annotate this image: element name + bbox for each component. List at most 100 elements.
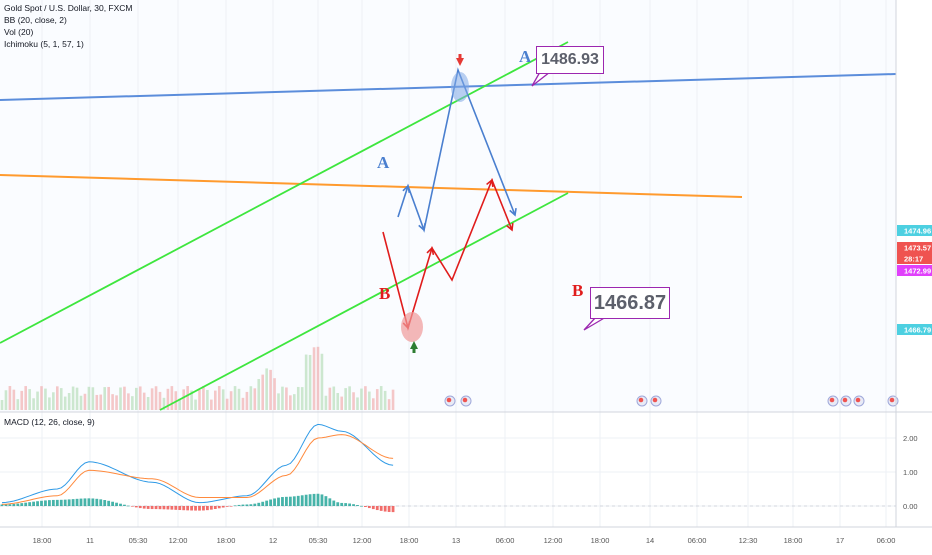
macd-histogram-bar: [379, 506, 383, 511]
volume-bar: [87, 386, 91, 410]
volume-bar: [48, 397, 51, 410]
arrowhead-a: [509, 207, 517, 217]
macd-histogram-bar: [0, 504, 4, 506]
macd-histogram-bar: [107, 500, 111, 506]
macd-histogram-bar: [198, 506, 201, 511]
time-tick-label: 05:30: [309, 536, 328, 545]
volume-bar: [316, 346, 320, 410]
volume-bar: [8, 386, 12, 410]
macd-histogram-bar: [233, 505, 237, 507]
volume-bar: [20, 390, 24, 410]
price-axis-tag: [897, 242, 932, 253]
macd-histogram-bar: [36, 501, 39, 506]
volume-bar: [214, 390, 217, 410]
volume-bar: [206, 389, 209, 410]
volume-bar: [150, 388, 154, 410]
event-flag-dot: [855, 397, 861, 403]
volume-bar: [328, 387, 332, 410]
macd-histogram-bar: [241, 504, 245, 506]
volume-bar: [387, 399, 391, 410]
macd-histogram-bar: [217, 506, 221, 509]
time-tick-label: 18:00: [33, 536, 52, 545]
volume-bar: [40, 386, 43, 410]
macd-histogram-bar: [4, 504, 8, 506]
volume-bar: [119, 387, 122, 410]
volume-bar: [269, 369, 272, 410]
event-flag-dot: [889, 397, 895, 403]
macd-histogram-bar: [304, 494, 308, 506]
volume-bar: [131, 396, 134, 410]
volume-bar: [304, 354, 308, 410]
event-flag-dot: [652, 397, 658, 403]
volume-bar: [372, 398, 375, 410]
macd-histogram-bar: [150, 506, 154, 510]
volume-bar: [210, 399, 213, 410]
volume-bar: [221, 389, 225, 410]
volume-bar: [146, 397, 150, 410]
volume-bar: [217, 386, 221, 410]
volume-bar: [24, 386, 27, 410]
macd-histogram-bar: [285, 496, 288, 506]
price-axis-tag: [897, 324, 932, 335]
macd-histogram-bar: [225, 506, 229, 507]
volume-bar: [63, 396, 67, 410]
macd-histogram-bar: [24, 502, 28, 506]
event-flag-dot: [462, 397, 468, 403]
volume-bar: [229, 391, 233, 410]
macd-histogram-bar: [75, 498, 79, 506]
indicator-vol: Vol (20): [4, 27, 34, 37]
macd-histogram-bar: [119, 503, 122, 506]
volume-bar: [289, 395, 292, 410]
time-tick-label: 06:00: [688, 536, 707, 545]
macd-histogram-bar: [32, 501, 35, 506]
macd-histogram-bar: [95, 498, 99, 506]
macd-histogram-bar: [130, 506, 134, 507]
volume-bar: [154, 386, 158, 410]
price-axis-tag-label: 1466.79: [904, 326, 931, 335]
volume-bar: [166, 388, 170, 410]
target-high-label: 1486.93: [536, 46, 604, 74]
macd-histogram-bar: [16, 503, 20, 506]
macd-histogram-bar: [115, 502, 118, 506]
volume-bar: [233, 386, 237, 410]
resistance-trendline: [0, 73, 897, 101]
macd-histogram-bar: [375, 506, 379, 511]
indicator-bb: BB (20, close, 2): [4, 15, 67, 25]
volume-bar: [368, 391, 371, 410]
macd-histogram-bar: [229, 506, 233, 507]
volume-bar: [332, 386, 336, 410]
macd-histogram-bar: [40, 500, 43, 506]
volume-bar: [273, 378, 276, 410]
wave-b-path: [382, 177, 513, 331]
up-arrow-icon: [410, 341, 418, 349]
price-axis-tag: [897, 253, 932, 264]
volume-bar: [312, 347, 316, 410]
volume-bar: [296, 386, 300, 410]
macd-line: [1, 423, 394, 504]
macd-histogram-bar: [103, 500, 107, 506]
volume-bar: [348, 386, 351, 410]
volume-bar: [182, 389, 185, 410]
macd-histogram-bar: [127, 505, 130, 507]
volume-bar: [300, 387, 304, 410]
macd-histogram-bar: [340, 502, 344, 506]
wave-a-label: A: [377, 153, 390, 172]
arrowhead-a: [402, 184, 411, 194]
macd-histogram-bar: [174, 506, 178, 510]
volume-bar: [375, 389, 379, 410]
macd-histogram-bar: [281, 497, 284, 506]
macd-histogram-bar: [391, 506, 395, 513]
macd-histogram-bar: [48, 500, 51, 506]
volume-bar: [186, 386, 189, 410]
volume-bar: [261, 374, 264, 410]
macd-tick-label: 2.00: [903, 434, 918, 443]
macd-histogram-bar: [55, 499, 59, 506]
volume-bar: [336, 393, 340, 410]
event-flag-dot: [829, 397, 835, 403]
event-flag-dot: [638, 397, 644, 403]
macd-histogram-bar: [296, 495, 300, 506]
volume-bar: [308, 354, 312, 410]
macd-histogram-bar: [123, 504, 126, 506]
time-tick-label: 12:00: [544, 536, 563, 545]
